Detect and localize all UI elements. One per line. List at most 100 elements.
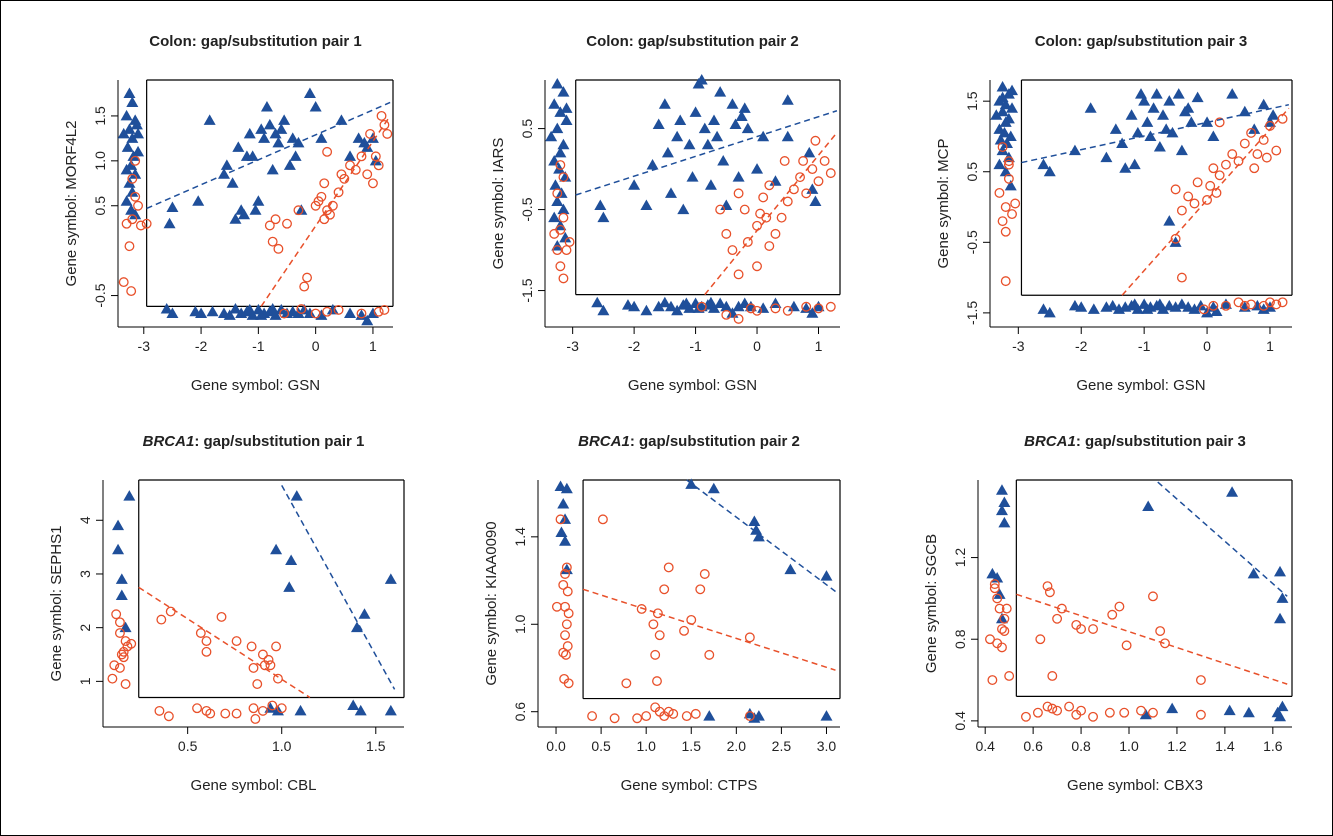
data-point-triangle [646,159,659,170]
y-tick-label: -1.5 [519,278,535,302]
data-point-triangle [996,91,1009,103]
data-point-circle [764,180,775,191]
data-point-circle [111,609,122,620]
data-point-circle [552,188,563,199]
data-point-circle [195,628,206,638]
y-tick-label: -0.5 [519,197,535,221]
x-tick-label: 1.5 [682,738,702,754]
data-point-triangle [129,168,142,179]
data-point-circle [752,220,762,231]
data-point-triangle [130,118,143,130]
data-point-triangle [243,127,256,139]
data-point-triangle [286,132,299,143]
data-point-circle [1121,640,1132,651]
y-axis-label: Gene symbol: KIAA0090 [483,521,500,685]
data-point-triangle [1242,706,1255,718]
data-point-circle [663,562,674,573]
data-point-circle [267,700,278,711]
data-point-triangle [258,132,271,143]
data-point-circle [310,308,321,319]
x-axis-label: Gene symbol: CBX3 [1067,777,1203,794]
y-tick-label: 0.4 [952,711,968,731]
data-point-triangle [384,704,397,716]
data-point-circle [1246,299,1257,310]
data-point-circle [1220,300,1231,311]
data-point-triangle [120,195,133,206]
chart-title: Colon: gap/substitution pair 2 [586,33,799,50]
data-point-circle [373,160,384,171]
data-point-circle [205,708,216,719]
data-point-circle [727,245,738,256]
data-point-circle [252,679,263,689]
data-point-triangle [347,699,360,711]
data-point-circle [770,303,781,314]
x-tick-label: 2.5 [772,738,792,754]
data-point-circle [1004,671,1015,681]
data-point-triangle [732,300,745,312]
data-point-triangle [1142,500,1155,512]
chart-title-text: : gap/substitution pair 3 [1076,433,1246,450]
data-point-triangle [1276,700,1289,712]
y-tick-label: -0.5 [92,283,108,307]
data-point-triangle [787,300,800,312]
data-point-circle [652,676,662,687]
data-point-triangle [711,130,724,142]
data-point-triangle [112,519,125,531]
data-point-triangle [692,302,705,313]
data-point-circle [126,286,137,297]
data-point-circle [1076,705,1087,716]
data-point-circle [564,237,575,247]
data-point-triangle [326,303,339,315]
y-tick-label: 1 [77,677,93,685]
data-point-triangle [559,231,572,243]
chart-title: Colon: gap/substitution pair 3 [1035,33,1248,50]
data-point-circle [156,614,167,625]
data-point-circle [770,228,781,239]
data-point-circle [813,303,824,314]
y-axis-label: Gene symbol: SGCB [923,534,940,673]
data-point-circle [356,308,367,319]
chart-panel-3: Colon: gap/substitution pair 3 -3 -2 -1 0 1 -1… [935,33,1293,394]
data-point-triangle [249,204,262,215]
y-axis-label: Gene symbol: IARS [490,138,507,270]
x-tick-label: -2 [195,338,208,354]
data-point-triangle [560,102,573,113]
data-point-triangle [554,146,567,158]
data-point-triangle [160,303,173,314]
data-point-triangle [683,138,696,150]
data-point-circle [1000,226,1011,237]
data-point-triangle [664,187,677,198]
x-axis-label: Gene symbol: CBL [191,777,317,794]
data-point-circle [141,218,152,229]
data-point-triangle [554,106,567,117]
x-tick-label: 1.0 [272,738,292,754]
data-point-circle [1000,276,1011,287]
data-point-circle [107,673,118,684]
chart-panel-6: BRCA1: gap/substitution pair 3 0.4 0.6 0.8 1… [923,433,1293,794]
data-point-triangle [1119,162,1132,173]
data-point-circle [322,306,333,317]
data-point-triangle [720,300,733,312]
data-point-circle [1088,624,1099,634]
data-point-triangle [806,307,819,318]
data-point-circle [558,273,569,284]
data-point-circle [1252,149,1263,160]
data-point-triangle [354,704,367,716]
data-point-circle [558,172,569,183]
y-tick-label: 1.4 [512,527,528,547]
chart-title-italic: BRCA1 [143,433,195,450]
data-point-triangle [1226,486,1239,497]
data-point-triangle [120,109,133,121]
data-point-circle [650,649,661,660]
data-point-triangle [551,122,564,134]
data-point-triangle [557,203,570,215]
data-point-circle [782,305,793,316]
data-point-triangle [295,204,308,215]
data-point-triangle [344,150,357,161]
data-point-circle [652,608,663,619]
data-point-triangle [123,87,136,98]
data-point-triangle [640,304,653,316]
data-point-circle [265,660,276,671]
data-point-triangle [269,309,282,320]
